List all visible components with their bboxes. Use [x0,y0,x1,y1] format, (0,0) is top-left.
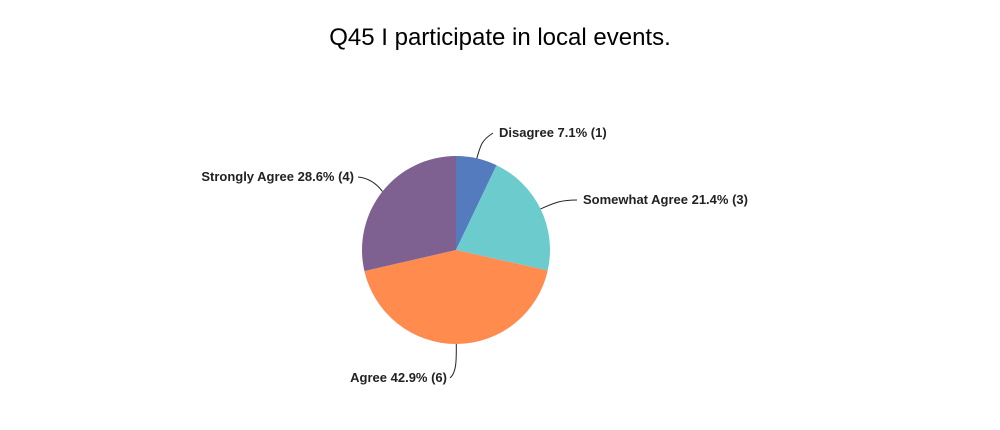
leader-line-agree [449,343,457,379]
pie-slices [361,156,551,344]
pie-slice-agree [364,250,548,344]
leader-line-disagree [476,132,494,159]
pie-slice-somewhat-agree [456,165,551,271]
pie-slice-disagree [456,156,497,250]
leader-line-somewhat-agree [540,199,578,210]
pie-leader-lines [357,132,578,379]
pie-slice-strongly-agree [361,156,456,272]
slice-label-somewhat-agree: Somewhat Agree 21.4% (3) [583,192,748,207]
slice-label-disagree: Disagree 7.1% (1) [499,125,607,140]
slice-label-agree: Agree 42.9% (6) [350,370,447,385]
pie-labels: Disagree 7.1% (1) Somewhat Agree 21.4% (3… [201,125,748,385]
chart-title: Q45 I participate in local events. [329,24,671,51]
leader-line-strongly-agree [357,176,383,192]
slice-label-strongly-agree: Strongly Agree 28.6% (4) [201,169,354,184]
